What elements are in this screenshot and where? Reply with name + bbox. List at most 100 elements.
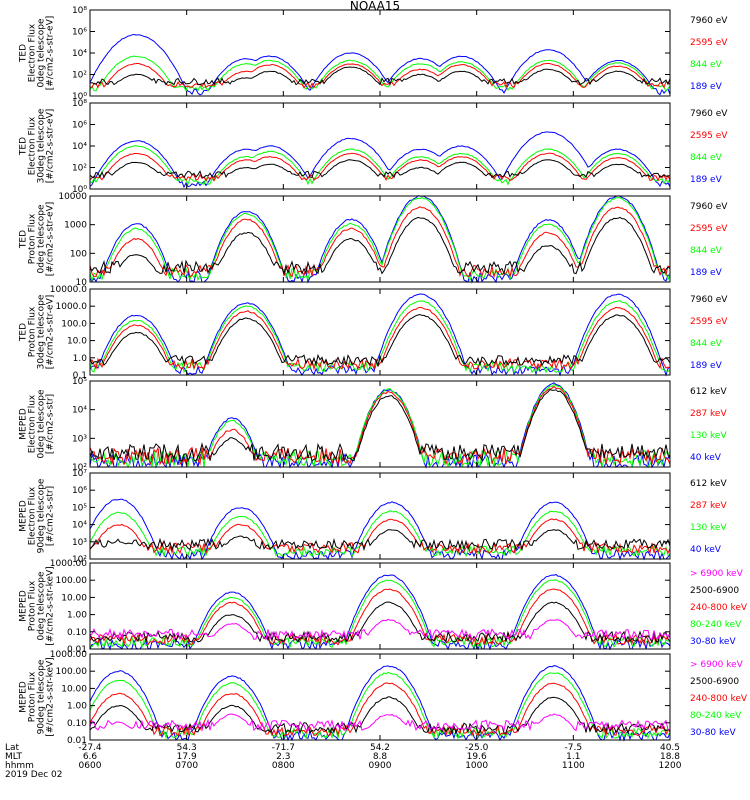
y-tick-label: 10²	[72, 555, 87, 565]
legend: 612 keV 287 keV 130 keV 40 keV	[690, 479, 727, 555]
legend-entry: 240-800 keV	[690, 694, 748, 704]
y-tick-label: 10⁰	[72, 92, 87, 102]
footer-value: 1000	[465, 761, 488, 771]
footer-value: 0900	[369, 761, 392, 771]
footer-value: 17.9	[177, 752, 197, 762]
y-axis-label-line: Electron Flux	[28, 486, 38, 545]
legend-entry: 612 keV	[690, 387, 727, 397]
legend-entry: 130 keV	[690, 431, 727, 441]
footer-value: 1.1	[566, 752, 580, 762]
series-line	[89, 385, 671, 466]
y-axis-label-line: MEPED	[19, 681, 29, 713]
footer-value: 8.8	[373, 752, 388, 762]
y-tick-label: 10⁸	[72, 99, 87, 109]
legend-entry: 844 eV	[690, 246, 723, 256]
y-axis-label-line: MEPED	[19, 500, 29, 532]
y-tick-label: 10⁵	[72, 377, 87, 387]
y-axis-label-line: [#/cm2-s-str-eV]	[46, 109, 56, 184]
series-line	[89, 145, 671, 186]
y-tick-label: 10²	[72, 164, 87, 174]
y-axis-label: TEDProton Flux30deg telescope[#/cm2-s-st…	[19, 294, 56, 369]
footer-value: -27.4	[78, 743, 102, 753]
y-tick-label: 1000.00	[50, 559, 87, 569]
y-axis-label-line: 0deg telescope	[37, 571, 47, 641]
panel-1: 10⁰ 10² 10⁴ 10⁶ 10⁸ TEDElectron Flux0deg tele…	[19, 6, 729, 102]
footer-value: 0700	[175, 761, 198, 771]
series-line	[89, 713, 671, 733]
footer-row-label: hhmm	[5, 761, 34, 771]
footer-value: 54.2	[370, 743, 390, 753]
series-line	[89, 159, 670, 179]
series-line	[89, 313, 671, 368]
footer-row-label: MLT	[5, 752, 23, 762]
y-tick-label: 10.00	[61, 593, 87, 603]
y-tick-label: 10⁶	[72, 28, 87, 38]
y-tick-label: 100.0	[61, 319, 87, 329]
legend-entry: 80-240 keV	[690, 711, 742, 721]
y-axis-label-line: 0deg telescope	[37, 389, 47, 459]
legend: > 6900 keV 2500-6900 240-800 keV 80-240 keV…	[690, 569, 748, 647]
y-axis-label-line: 30deg telescope	[37, 294, 47, 369]
series-line	[89, 66, 671, 86]
footer-row-label: 2019 Dec 02	[5, 770, 63, 780]
y-tick-label: 1.00	[67, 702, 87, 712]
y-tick-label: 10⁴	[72, 521, 87, 531]
y-axis-label-line: TED	[19, 44, 29, 63]
panel-6: 10² 10³ 10⁴ 10⁵ 10⁶ 10⁷ MEPEDElectron Flux90de…	[19, 469, 728, 565]
footer-value: -71.7	[272, 743, 295, 753]
y-axis-label-line: Proton Flux	[28, 580, 38, 631]
y-axis-label: TEDElectron Flux30deg telescope[#/cm2-s-…	[19, 108, 56, 183]
y-tick-label: 10⁵	[72, 503, 87, 513]
legend-entry: 844 eV	[690, 153, 723, 163]
y-tick-label: 10²	[72, 71, 87, 81]
panel-5: 10² 10³ 10⁴ 10⁵ MEPEDElectron Flux0deg teles…	[19, 377, 728, 473]
legend-entry: 30-80 keV	[690, 728, 736, 738]
legend-entry: > 6900 keV	[690, 569, 744, 579]
y-axis-label-line: TED	[19, 323, 29, 342]
footer-value: 0600	[79, 761, 102, 771]
y-axis-label-line: [#/cm2-s-str]	[46, 486, 56, 546]
y-tick-label: 0.10	[67, 719, 87, 729]
footer-value: 54.3	[177, 743, 197, 753]
legend-entry: 240-800 keV	[690, 603, 748, 613]
panel-8: 0.010.101.0010.00100.001000.00MEPEDProto…	[19, 650, 748, 746]
legend-entry: 7960 eV	[690, 109, 728, 119]
legend: 612 keV 287 keV 130 keV 40 keV	[690, 387, 727, 463]
y-axis-label-line: 90deg telescope	[37, 659, 47, 734]
series-line	[89, 696, 671, 735]
y-tick-label: 1.0	[73, 354, 88, 364]
y-axis-label-line: 0deg telescope	[37, 18, 47, 88]
legend-entry: 30-80 keV	[690, 637, 736, 647]
legend: 7960 eV 2595 eV 844 eV 189 eV	[690, 202, 728, 278]
series-line	[89, 206, 671, 279]
legend-entry: 2595 eV	[690, 317, 728, 327]
legend-entry: 2595 eV	[690, 38, 728, 48]
series-line	[89, 518, 671, 555]
footer-value: 18.8	[660, 752, 680, 762]
legend-entry: 844 eV	[690, 60, 723, 70]
legend-entry: 80-240 keV	[690, 620, 742, 630]
y-axis-label-line: MEPED	[19, 590, 29, 622]
series-line	[89, 682, 671, 737]
series-line	[89, 306, 671, 371]
panel-7: 0.010.101.0010.00100.001000.00MEPEDProto…	[19, 559, 748, 655]
legend-entry: 612 keV	[690, 479, 727, 489]
series-line	[89, 62, 671, 89]
legend: 7960 eV 2595 eV 844 eV 189 eV	[690, 295, 728, 371]
legend-entry: 2595 eV	[690, 224, 728, 234]
y-tick-label: 10⁴	[72, 142, 87, 152]
y-tick-label: 100.00	[56, 576, 88, 586]
y-axis-label-line: Electron Flux	[28, 23, 38, 82]
y-axis-label-line: Proton Flux	[28, 306, 38, 357]
footer-value: 1200	[659, 761, 682, 771]
series-line	[89, 601, 671, 644]
y-axis-label-line: Electron Flux	[28, 116, 38, 175]
y-tick-label: 10³	[72, 538, 87, 548]
legend-entry: 844 eV	[690, 339, 723, 349]
footer-value: -25.0	[465, 743, 489, 753]
series-line	[89, 195, 671, 284]
legend-entry: 189 eV	[690, 82, 723, 92]
legend-entry: 287 keV	[690, 501, 727, 511]
legend-entry: 130 keV	[690, 523, 727, 533]
series-line	[89, 529, 671, 552]
